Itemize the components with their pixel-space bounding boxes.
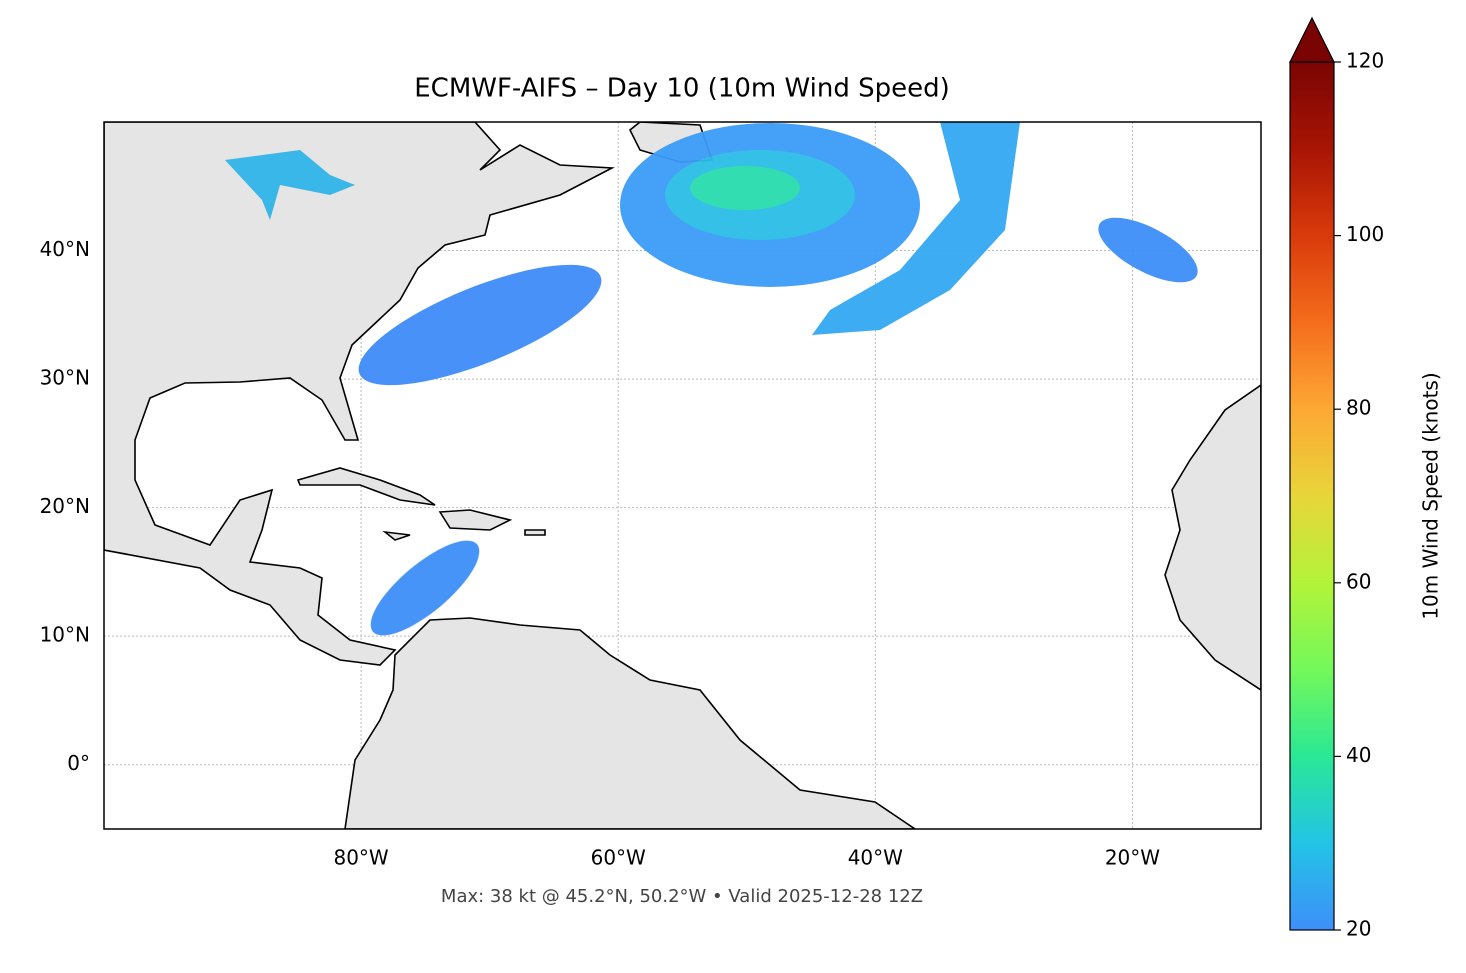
colorbar-tick-label: 80 [1346, 396, 1371, 420]
jamaica [382, 530, 411, 541]
x-tick-label: 80°W [333, 846, 388, 870]
wind-area [370, 540, 480, 636]
north-america [104, 122, 615, 666]
wind-area [690, 166, 800, 210]
colorbar-tick-label: 60 [1346, 569, 1371, 593]
y-tick-label: 30°N [40, 366, 90, 390]
wind-field [225, 122, 1198, 636]
axes-frame [103, 121, 1262, 830]
y-tick-label: 0° [67, 751, 90, 775]
wind-area [225, 150, 355, 220]
footer-note: Max: 38 kt @ 45.2°N, 50.2°W • Valid 2025… [441, 886, 923, 907]
wind-area [358, 264, 602, 386]
y-tick-label: 40°N [40, 237, 90, 261]
x-tick-label: 60°W [591, 846, 646, 870]
chart-title: ECMWF-AIFS – Day 10 (10m Wind Speed) [414, 74, 950, 104]
colorbar-extend [1289, 16, 1335, 63]
colorbar-label: 10m Wind Speed (knots) [1419, 372, 1443, 619]
wind-area [812, 122, 1020, 335]
south-america [344, 617, 917, 829]
x-tick-label: 20°W [1105, 846, 1160, 870]
y-tick-label: 10°N [40, 623, 90, 647]
x-tick-label: 40°W [848, 846, 903, 870]
colorbar-tick-label: 40 [1346, 743, 1371, 767]
puerto-rico [524, 529, 546, 536]
colorbar-tick-label: 100 [1346, 222, 1384, 246]
wind-area [1098, 217, 1198, 283]
africa [1164, 384, 1261, 691]
y-tick-label: 20°N [40, 494, 90, 518]
colorbar-tick-label: 120 [1346, 49, 1384, 73]
map-layer [104, 122, 1261, 829]
hispaniola [438, 509, 513, 531]
colorbar [1289, 61, 1335, 931]
cuba [296, 467, 436, 506]
colorbar-tick-label: 20 [1346, 917, 1371, 941]
